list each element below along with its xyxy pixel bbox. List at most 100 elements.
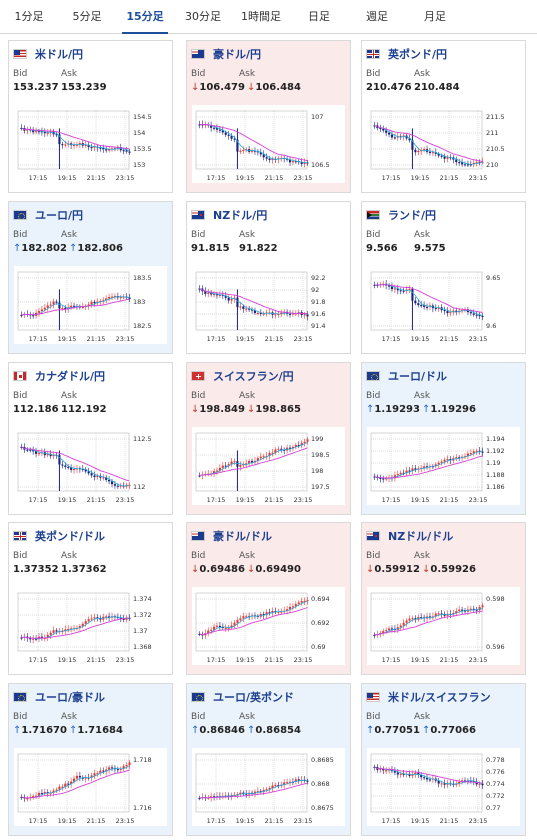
candle (64, 144, 67, 146)
card-title[interactable]: 米ドル/スイスフラン (366, 690, 491, 704)
currency-card[interactable]: ユーロ/英ポンド Bid Ask ↑0.86846 ↑0.86854 17:15 19:15… (186, 683, 351, 836)
pair-name[interactable]: ユーロ/円 (35, 209, 84, 222)
pair-name[interactable]: 米ドル/円 (35, 48, 84, 61)
y-tick-label: 107 (311, 113, 323, 121)
card-title[interactable]: ユーロ/英ポンド (191, 690, 294, 704)
candle (84, 144, 87, 146)
tab-timeframe[interactable]: 週足 (366, 10, 388, 23)
currency-card[interactable]: 豪ドル/円 Bid Ask ↓106.479 ↓106.484 17:15 19:15 21:… (186, 40, 351, 193)
candle (382, 478, 385, 480)
ask-label: Ask (61, 712, 78, 722)
tab-timeframe[interactable]: 1分足 (14, 10, 44, 23)
pair-name[interactable]: NZドル/ドル (388, 530, 454, 543)
pair-name[interactable]: ユーロ/豪ドル (35, 691, 106, 704)
tab-timeframe[interactable]: 5分足 (72, 10, 102, 23)
price-chart[interactable]: 17:15 19:15 21:15 23:15 183.5 183 182.5 (14, 266, 167, 344)
card-title[interactable]: ランド/円 (366, 208, 436, 222)
pair-name[interactable]: ランド/円 (388, 209, 437, 222)
tab-timeframe[interactable]: 日足 (308, 10, 330, 23)
currency-card[interactable]: NZドル/円 Bid Ask 91.815 91.822 17:15 19:15 21:15 2… (186, 201, 351, 354)
candle (210, 292, 213, 295)
currency-card[interactable]: 英ポンド/円 Bid Ask 210.476 210.484 17:15 19:15 21:1… (361, 40, 526, 193)
candle (446, 157, 449, 159)
pair-name[interactable]: カナダドル/円 (35, 370, 106, 383)
price-chart[interactable]: 17:15 19:15 21:15 23:15 0.778 0.776 0.774 0.772… (367, 748, 520, 826)
candle (20, 637, 23, 639)
price-chart[interactable]: 17:15 19:15 21:15 23:15 0.694 0.692 0.69 (192, 587, 345, 665)
tab-timeframe[interactable]: 月足 (424, 10, 446, 23)
price-chart[interactable]: 17:15 19:15 21:15 23:15 112.5 112 (14, 427, 167, 505)
price-chart[interactable]: 17:15 19:15 21:15 23:15 1.374 1.372 1.37 1.368 (14, 587, 167, 665)
currency-card[interactable]: 米ドル/円 Bid Ask 153.237 153.239 17:15 19:15 21:15… (8, 40, 173, 193)
card-title[interactable]: 豪ドル/ドル (191, 529, 272, 543)
candle (52, 630, 55, 633)
bid-number: 1.19293 (374, 404, 420, 415)
x-tick-label: 17:15 (207, 817, 226, 825)
price-chart[interactable]: 17:15 19:15 21:15 23:15 1.718 1.716 (14, 748, 167, 826)
currency-card[interactable]: スイスフラン/円 Bid Ask ↓198.849 ↓198.865 17:15 19:15… (186, 362, 351, 515)
price-chart[interactable]: 17:15 19:15 21:15 23:15 199 198.5 198 197.5 (192, 427, 345, 505)
ask-number: 1.37362 (61, 564, 107, 575)
currency-card[interactable]: ユーロ/ドル Bid Ask ↑1.19293 ↑1.19296 17:15 19:15 21… (361, 362, 526, 515)
candle (236, 620, 239, 623)
bid-label: Bid (13, 230, 28, 240)
pair-name[interactable]: 豪ドル/円 (213, 48, 262, 61)
tab-timeframe[interactable]: 1時間足 (241, 10, 281, 23)
card-title[interactable]: カナダドル/円 (13, 369, 105, 383)
price-chart[interactable]: 17:15 19:15 21:15 23:15 107 106.5 (192, 105, 345, 183)
currency-card[interactable]: NZドル/ドル Bid Ask ↓0.59912 ↓0.59926 17:15 19:15 2… (361, 522, 526, 675)
ask-value: ↑1.71684 (69, 725, 123, 736)
currency-card[interactable]: 米ドル/スイスフラン Bid Ask ↑0.77051 ↑0.77066 17:15 19:… (361, 683, 526, 836)
pair-name[interactable]: 英ポンド/円 (388, 48, 448, 61)
currency-card[interactable]: ユーロ/円 Bid Ask ↑182.802 ↑182.806 17:15 19:15 21:… (8, 201, 173, 354)
currency-card[interactable]: 英ポンド/ドル Bid Ask 1.37352 1.37362 17:15 19:15 21:… (8, 522, 173, 675)
card-title[interactable]: 英ポンド/円 (366, 47, 447, 61)
currency-card[interactable]: カナダドル/円 Bid Ask 112.186 112.192 17:15 19:15 21:… (8, 362, 173, 515)
pair-name[interactable]: 豪ドル/ドル (213, 530, 273, 543)
bid-value: ↑1.19293 (366, 404, 420, 415)
ask-number: 9.575 (414, 243, 446, 254)
candle (105, 616, 108, 618)
pair-name[interactable]: 米ドル/スイスフラン (388, 691, 491, 704)
pair-name[interactable]: スイスフラン/円 (213, 370, 294, 383)
ask-value: 112.192 (61, 404, 107, 415)
ask-label: Ask (61, 551, 78, 561)
price-chart[interactable]: 17:15 19:15 21:15 23:15 9.65 9.6 (367, 266, 520, 344)
card-title[interactable]: ユーロ/円 (13, 208, 83, 222)
price-chart[interactable]: 17:15 19:15 21:15 23:15 92.2 92 91.8 91.6 91.4 (192, 266, 345, 344)
y-tick-label: 0.778 (486, 756, 505, 764)
ask-value: 153.239 (61, 82, 107, 93)
price-chart[interactable]: 17:15 19:15 21:15 23:15 154.5 154 153.5 153 (14, 105, 167, 183)
tab-timeframe[interactable]: 30分足 (185, 10, 221, 23)
candle (420, 305, 423, 307)
candle (463, 780, 467, 782)
candle (224, 465, 227, 467)
candle (425, 466, 429, 468)
currency-card[interactable]: ランド/円 Bid Ask 9.566 9.575 17:15 19:15 21:15 23:1… (361, 201, 526, 354)
currency-card[interactable]: 豪ドル/ドル Bid Ask ↓0.69486 ↓0.69490 17:15 19:15 21… (186, 522, 351, 675)
price-chart[interactable]: 17:15 19:15 21:15 23:15 1.194 1.192 1.19 1.188 1… (367, 427, 520, 505)
card-title[interactable]: 英ポンド/ドル (13, 529, 105, 543)
candle (405, 620, 408, 623)
price-chart[interactable]: 17:15 19:15 21:15 23:15 211.5 211 210.5 210 (367, 105, 520, 183)
card-title[interactable]: 米ドル/円 (13, 47, 83, 61)
price-chart[interactable]: 17:15 19:15 21:15 23:15 0.598 0.596 (367, 587, 520, 665)
card-title[interactable]: ユーロ/ドル (366, 369, 447, 383)
card-title[interactable]: NZドル/ドル (366, 529, 453, 543)
ask-label: Ask (239, 391, 256, 401)
card-title[interactable]: NZドル/円 (191, 208, 267, 222)
eu-flag-icon (191, 692, 205, 702)
y-tick-label: 0.8675 (311, 804, 334, 812)
candle (475, 162, 478, 164)
price-chart[interactable]: 17:15 19:15 21:15 23:15 0.8685 0.868 0.8675 (192, 748, 345, 826)
pair-name[interactable]: ユーロ/ドル (388, 370, 448, 383)
candle (382, 768, 385, 771)
pair-name[interactable]: NZドル/円 (213, 209, 268, 222)
pair-name[interactable]: 英ポンド/ドル (35, 530, 106, 543)
tab-timeframe[interactable]: 15分足 (116, 0, 174, 34)
currency-card[interactable]: ユーロ/豪ドル Bid Ask ↑1.71670 ↑1.71684 17:15 19:15 2… (8, 683, 173, 836)
pair-name[interactable]: ユーロ/英ポンド (213, 691, 295, 704)
card-title[interactable]: 豪ドル/円 (191, 47, 261, 61)
card-title[interactable]: ユーロ/豪ドル (13, 690, 105, 704)
card-title[interactable]: スイスフラン/円 (191, 369, 294, 383)
